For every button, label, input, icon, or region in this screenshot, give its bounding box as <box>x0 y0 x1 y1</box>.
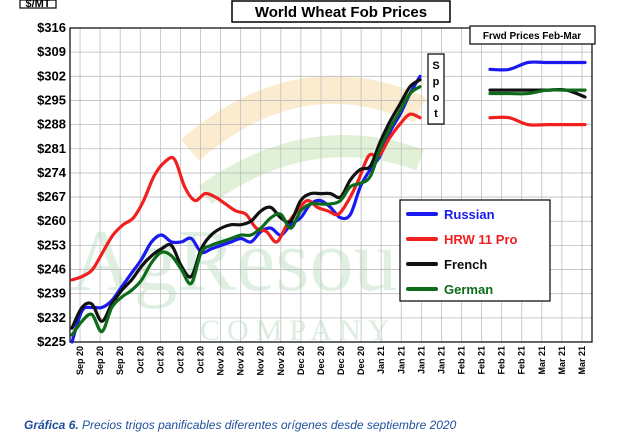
x-tick-label: Jan 21 <box>416 346 426 374</box>
x-tick-label: Oct 20 <box>175 346 185 374</box>
y-tick-label: $260 <box>37 213 66 228</box>
x-tick-label: Nov 20 <box>216 346 226 376</box>
chart-title: World Wheat Fob Prices <box>255 4 427 21</box>
x-tick-label: Feb 21 <box>517 346 527 375</box>
x-tick-label: Nov 20 <box>256 346 266 376</box>
x-tick-label: Mar 21 <box>557 346 567 375</box>
legend-label: Russian <box>444 207 495 222</box>
x-tick-label: Feb 21 <box>477 346 487 375</box>
x-tick-label: Sep 20 <box>95 346 105 375</box>
y-tick-label: $281 <box>37 141 66 156</box>
x-tick-label: Sep 20 <box>75 346 85 375</box>
x-tick-label: Dec 20 <box>296 346 306 375</box>
x-tick-label: Oct 20 <box>196 346 206 374</box>
spot-letter: S <box>432 60 439 72</box>
forward-line <box>488 115 587 127</box>
figure-caption: Gráfica 6. Precios trigos panificables d… <box>24 418 624 433</box>
x-tick-label: Feb 21 <box>457 346 467 375</box>
unit-label-box <box>19 0 57 9</box>
series-line <box>70 112 422 282</box>
y-tick-label: $253 <box>37 237 66 252</box>
y-tick-label: $302 <box>37 68 66 83</box>
caption-text: Precios trigos panificables diferentes o… <box>82 418 457 432</box>
forward-label: Frwd Prices Feb-Mar <box>483 31 581 42</box>
x-tick-label: Oct 20 <box>155 346 165 374</box>
forward-line <box>488 88 587 96</box>
caption-prefix: Gráfica 6. <box>24 418 79 432</box>
legend-label: German <box>444 282 493 297</box>
x-tick-label: Dec 20 <box>336 346 346 375</box>
y-tick-label: $246 <box>37 262 66 277</box>
x-tick-label: Jan 21 <box>376 346 386 374</box>
x-tick-label: Nov 20 <box>236 346 246 376</box>
x-tick-label: Feb 21 <box>497 346 507 375</box>
y-tick-label: $295 <box>37 92 66 107</box>
x-tick-label: Nov 20 <box>276 346 286 376</box>
series-line <box>70 78 422 330</box>
forward-label-box <box>469 25 596 45</box>
legend-label: HRW 11 Pro <box>444 232 518 247</box>
series-line <box>70 85 422 337</box>
y-tick-label: $316 <box>37 20 66 35</box>
forward-line <box>488 60 587 72</box>
x-tick-label: Oct 20 <box>135 346 145 374</box>
plot-frame <box>69 27 593 343</box>
x-tick-label: Jan 21 <box>396 346 406 374</box>
spot-box <box>427 53 445 125</box>
legend-label: French <box>444 257 487 272</box>
y-tick-label: $309 <box>37 44 66 59</box>
y-tick-label: $274 <box>37 165 67 180</box>
series-line <box>70 74 422 344</box>
unit-label: $/MT <box>25 0 50 10</box>
spot-letter: p <box>433 76 440 88</box>
x-tick-label: Mar 21 <box>537 346 547 375</box>
x-tick-label: Jan 21 <box>436 346 446 374</box>
x-tick-label: Dec 20 <box>356 346 366 375</box>
y-tick-label: $288 <box>37 117 66 132</box>
y-tick-label: $239 <box>37 286 66 301</box>
x-tick-label: Sep 20 <box>115 346 125 375</box>
y-tick-label: $267 <box>37 189 66 204</box>
x-tick-label: Dec 20 <box>316 346 326 375</box>
y-tick-label: $232 <box>37 310 66 325</box>
spot-letter: o <box>433 92 440 104</box>
spot-letter: t <box>434 108 438 120</box>
x-tick-label: Mar 21 <box>577 346 587 375</box>
legend-box <box>399 199 551 302</box>
y-tick-label: $225 <box>37 334 66 349</box>
title-box <box>231 0 451 23</box>
